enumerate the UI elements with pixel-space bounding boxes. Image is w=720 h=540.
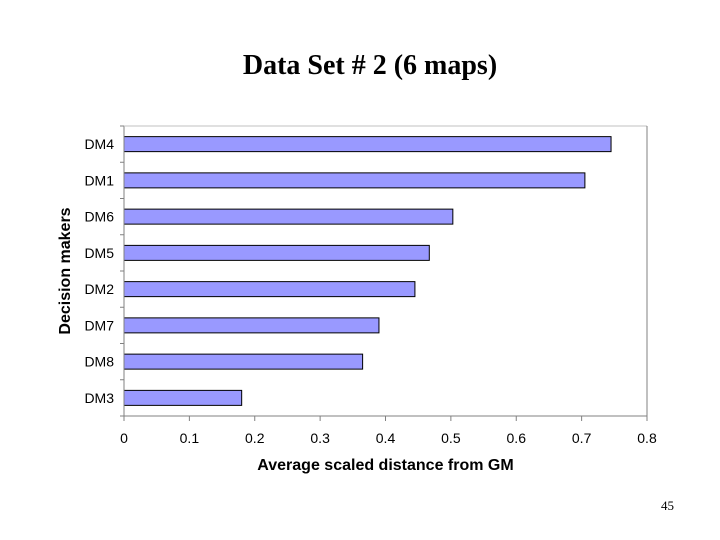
x-tick-label: 0.8: [637, 430, 657, 446]
x-tick-label: 0.2: [245, 430, 265, 446]
bar-dm7: [123, 317, 380, 334]
axes-group: [120, 125, 648, 417]
category-label-dm8: DM8: [84, 354, 114, 370]
category-label-dm1: DM1: [84, 172, 114, 188]
x-tick-label: 0.7: [572, 430, 592, 446]
category-labels: DM4 DM1 DM6 DM5 DM2 DM7 DM8 DM3: [84, 136, 114, 406]
page-number: 45: [661, 498, 674, 513]
category-label-dm3: DM3: [84, 390, 114, 406]
bar-dm5: [123, 244, 430, 261]
x-tick-label: 0.5: [441, 430, 461, 446]
x-tick-label: 0.6: [507, 430, 527, 446]
x-ticks: 0 0.1 0.2 0.3 0.4 0.5 0.6 0.7 0.8: [120, 416, 657, 446]
slide-title: Data Set # 2 (6 maps): [242, 50, 498, 81]
x-axis-title: Average scaled distance from GM: [257, 457, 513, 474]
x-tick-label: 0.3: [310, 430, 330, 446]
bar-dm4: [123, 136, 612, 153]
category-label-dm6: DM6: [84, 209, 114, 225]
category-label-dm5: DM5: [84, 245, 114, 261]
bar-dm2: [123, 281, 416, 298]
category-label-dm2: DM2: [84, 281, 114, 297]
bar-dm3: [123, 389, 243, 406]
bar-dm6: [123, 208, 454, 225]
bar-dm1: [123, 172, 586, 189]
bar-dm8: [123, 353, 364, 370]
x-tick-label: 0.4: [376, 430, 396, 446]
y-axis-title: Decision makers: [57, 207, 74, 334]
bars-group: [123, 136, 612, 406]
x-tick-label: 0: [120, 430, 128, 446]
category-label-dm4: DM4: [84, 136, 114, 152]
x-tick-label: 0.1: [180, 430, 200, 446]
category-label-dm7: DM7: [84, 317, 114, 333]
